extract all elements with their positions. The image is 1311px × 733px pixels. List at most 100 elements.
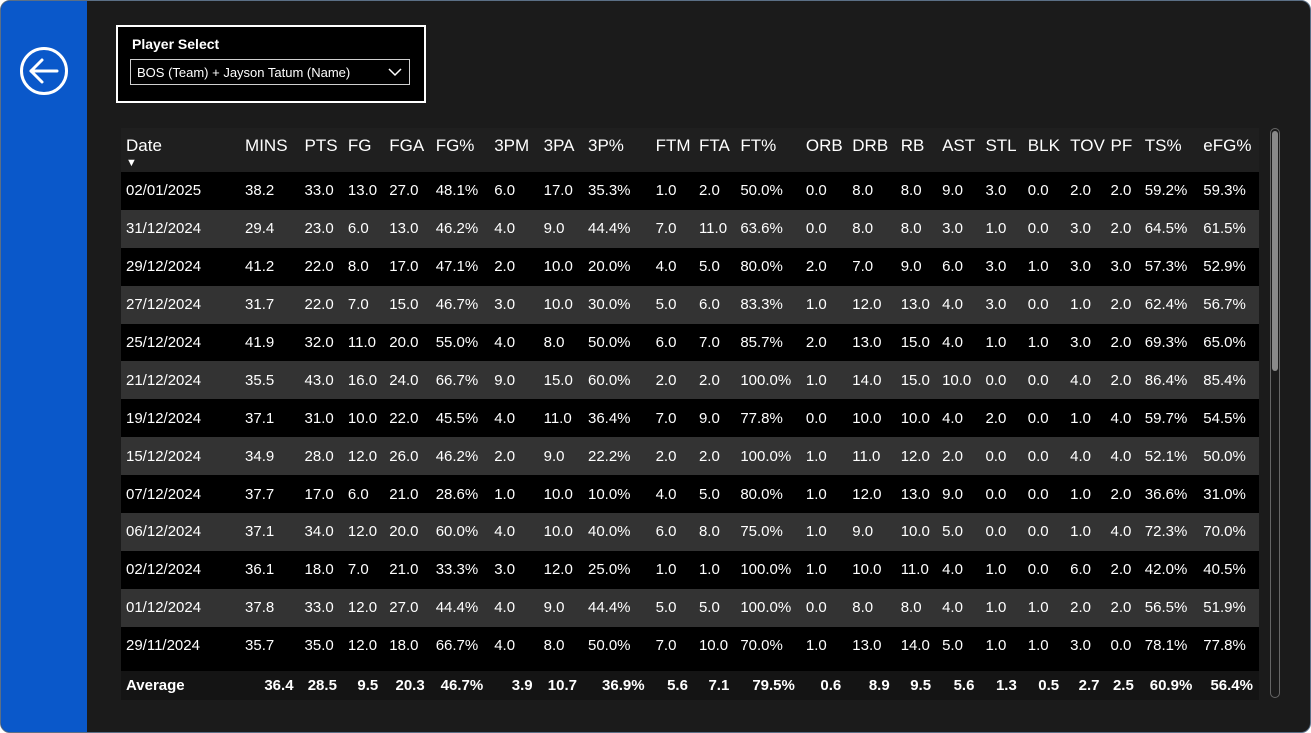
average-cell: 3.9: [489, 670, 539, 700]
table-cell: 26.0: [384, 437, 431, 476]
table-cell: 29/12/2024: [121, 247, 241, 286]
table-cell: 0.0: [1022, 399, 1066, 438]
table-row[interactable]: 15/12/2024 34.9 28.0 12.0 26.0 46.2% 2.0 9.0 22.…: [121, 437, 1259, 476]
table-cell: 11.0: [342, 323, 385, 362]
table-cell: 7.0: [342, 285, 385, 324]
table-cell: 8.0: [895, 209, 938, 248]
table-row[interactable]: 21/12/2024 35.5 43.0 16.0 24.0 66.7% 9.0 15.0 60…: [121, 361, 1259, 400]
table-row[interactable]: 31/12/2024 29.4 23.0 6.0 13.0 46.2% 4.0 9.0 44.4…: [121, 209, 1259, 248]
table-cell: 65.0%: [1198, 323, 1259, 362]
column-header-fg-pct[interactable]: FG%: [430, 128, 490, 172]
table-cell: 28.6%: [430, 475, 490, 514]
table-cell: 11.0: [895, 550, 938, 589]
table-cell: 13.0: [384, 209, 431, 248]
table-cell: 59.3%: [1198, 172, 1259, 210]
average-cell: 7.1: [693, 670, 736, 700]
table-cell: 7.0: [650, 209, 694, 248]
table-cell: 4.0: [489, 323, 539, 362]
table-cell: 60.0%: [430, 513, 490, 551]
table-cell: 42.0%: [1139, 550, 1199, 589]
table-cell: 1.0: [1022, 323, 1066, 362]
column-header-label: DRB: [852, 136, 889, 155]
table-cell: 59.7%: [1139, 399, 1199, 438]
table-cell: 23.0: [299, 209, 343, 248]
column-header-pf[interactable]: PF: [1105, 128, 1140, 172]
average-cell: 5.6: [650, 670, 694, 700]
column-header-stl[interactable]: STL: [980, 128, 1023, 172]
table-cell: 5.0: [693, 588, 736, 627]
table-cell: 9.0: [538, 588, 583, 627]
sort-descending-icon[interactable]: ▼: [126, 157, 137, 169]
table-cell: 3.0: [489, 285, 539, 324]
table-cell: 4.0: [489, 209, 539, 248]
table-cell: 6.0: [693, 285, 736, 324]
column-header-fg[interactable]: FG: [342, 128, 385, 172]
average-cell: 9.5: [895, 670, 938, 700]
table-cell: 22.0: [299, 285, 343, 324]
table-cell: 4.0: [937, 550, 981, 589]
column-header-drb[interactable]: DRB: [847, 128, 896, 172]
column-header-rb[interactable]: RB: [895, 128, 938, 172]
table-row[interactable]: 29/11/2024 35.7 35.0 12.0 18.0 66.7% 4.0 8.0 50.…: [121, 626, 1259, 665]
table-row[interactable]: 06/12/2024 37.1 34.0 12.0 20.0 60.0% 4.0 10.0 40…: [121, 513, 1259, 551]
column-header-ft-pct[interactable]: FT%: [735, 128, 801, 172]
column-header-orb[interactable]: ORB: [800, 128, 848, 172]
column-header-label: 3PA: [543, 136, 575, 155]
table-cell: 61.5%: [1198, 209, 1259, 248]
column-header-pts[interactable]: PTS: [299, 128, 343, 172]
column-header-ftm[interactable]: FTM: [650, 128, 694, 172]
table-cell: 1.0: [1065, 513, 1106, 551]
column-header-date[interactable]: Date ▼: [121, 128, 241, 172]
column-header-3pm[interactable]: 3PM: [489, 128, 539, 172]
table-cell: 41.2: [240, 247, 300, 286]
table-cell: 6.0: [342, 475, 385, 514]
table-cell: 100.0%: [735, 588, 801, 627]
column-header-label: PTS: [304, 136, 338, 155]
back-button[interactable]: [19, 46, 69, 96]
column-header-fga[interactable]: FGA: [384, 128, 431, 172]
table-cell: 72.3%: [1139, 513, 1199, 551]
table-cell: 12.0: [847, 285, 896, 324]
table-row[interactable]: 07/12/2024 37.7 17.0 6.0 21.0 28.6% 1.0 10.0 10.…: [121, 475, 1259, 514]
table-cell: 43.0: [299, 361, 343, 400]
table-cell: 1.0: [800, 550, 848, 589]
table-cell: 2.0: [1105, 323, 1140, 362]
table-cell: 10.0: [937, 361, 981, 400]
table-cell: 3.0: [1065, 626, 1106, 665]
table-row[interactable]: 25/12/2024 41.9 32.0 11.0 20.0 55.0% 4.0 8.0 50.…: [121, 323, 1259, 362]
table-cell: 6.0: [1065, 550, 1106, 589]
table-cell: 02/01/2025: [121, 172, 241, 210]
table-row[interactable]: 02/12/2024 36.1 18.0 7.0 21.0 33.3% 3.0 12.0 25.…: [121, 550, 1259, 589]
column-header-3p-pct[interactable]: 3P%: [582, 128, 651, 172]
column-header-label: ORB: [805, 136, 843, 155]
column-header-blk[interactable]: BLK: [1022, 128, 1066, 172]
column-header-ts-pct[interactable]: TS%: [1139, 128, 1199, 172]
table-cell: 10.0: [847, 399, 896, 438]
column-header-efg-pct[interactable]: eFG%: [1198, 128, 1259, 172]
table-row[interactable]: 02/01/2025 38.2 33.0 13.0 27.0 48.1% 6.0 17.0 35…: [121, 172, 1259, 210]
table-cell: 19/12/2024: [121, 399, 241, 438]
table-cell: 85.4%: [1198, 361, 1259, 400]
column-header-ast[interactable]: AST: [937, 128, 981, 172]
scrollbar-thumb[interactable]: [1272, 131, 1278, 371]
column-header-mins[interactable]: MINS: [240, 128, 300, 172]
table-cell: 3.0: [980, 285, 1023, 324]
table-row[interactable]: 27/12/2024 31.7 22.0 7.0 15.0 46.7% 3.0 10.0 30.…: [121, 285, 1259, 324]
chevron-down-icon[interactable]: [387, 65, 403, 82]
table-cell: 4.0: [937, 399, 981, 438]
table-row[interactable]: 01/12/2024 37.8 33.0 12.0 27.0 44.4% 4.0 9.0 44.…: [121, 588, 1259, 627]
player-select-dropdown[interactable]: BOS (Team) + Jayson Tatum (Name): [130, 59, 410, 85]
table-cell: 3.0: [1065, 209, 1106, 248]
table-row[interactable]: 19/12/2024 37.1 31.0 10.0 22.0 45.5% 4.0 11.0 36…: [121, 399, 1259, 438]
table-cell: 1.0: [980, 626, 1023, 665]
table-row[interactable]: 29/12/2024 41.2 22.0 8.0 17.0 47.1% 2.0 10.0 20.…: [121, 247, 1259, 286]
table-cell: 25.0%: [582, 550, 651, 589]
table-scrollbar[interactable]: [1270, 128, 1280, 698]
table-cell: 15.0: [384, 285, 431, 324]
column-header-fta[interactable]: FTA: [693, 128, 736, 172]
table-cell: 2.0: [650, 361, 694, 400]
table-cell: 29/11/2024: [121, 626, 241, 665]
column-header-3pa[interactable]: 3PA: [538, 128, 583, 172]
column-header-tov[interactable]: TOV: [1065, 128, 1106, 172]
table-cell: 1.0: [800, 475, 848, 514]
